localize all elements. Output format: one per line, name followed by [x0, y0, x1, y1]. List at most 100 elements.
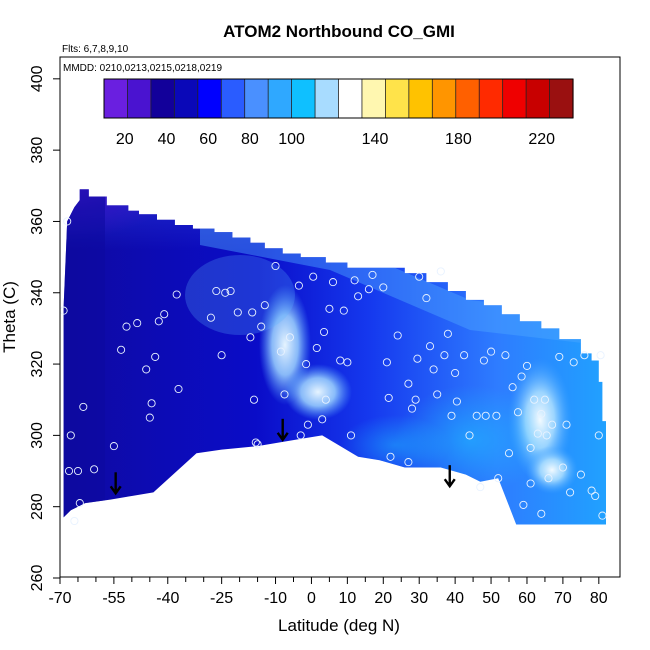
- flight-point: [328, 278, 338, 287]
- colorbar-segment: [268, 79, 293, 118]
- flight-point: [63, 217, 72, 226]
- down-arrow: [109, 472, 122, 496]
- colorbar-tick-label: 180: [445, 131, 472, 148]
- flight-point: [312, 343, 321, 353]
- colorbar-tick-label: 140: [362, 131, 389, 148]
- flight-point: [472, 411, 481, 420]
- colorbar-tick-label: 80: [241, 131, 259, 148]
- colorbar-segment: [502, 79, 527, 118]
- flight-point: [339, 306, 348, 315]
- flight-point: [452, 397, 461, 406]
- colorbar-tick-label: 100: [278, 131, 305, 148]
- flight-point: [251, 438, 260, 447]
- flight-point: [433, 390, 442, 399]
- colorbar-segment: [361, 79, 386, 118]
- flight-point: [142, 365, 151, 374]
- flight-point: [172, 290, 181, 299]
- flight-point: [79, 402, 88, 411]
- colorbar-tick-label: 60: [199, 131, 217, 148]
- flight-point: [154, 317, 163, 326]
- flight-point: [513, 408, 523, 417]
- flight-point: [285, 333, 294, 342]
- flight-point: [321, 395, 330, 404]
- flight-point: [429, 365, 438, 374]
- flight-point: [569, 358, 578, 367]
- y-tick-label: 400: [29, 65, 46, 92]
- y-tick-label: 340: [29, 279, 46, 306]
- flight-point: [594, 431, 603, 440]
- flight-point: [425, 342, 435, 351]
- flight-point: [411, 395, 420, 404]
- flight-point: [517, 372, 526, 381]
- flight-point: [145, 413, 154, 422]
- flight-point: [558, 463, 567, 472]
- colorbar-segment: [174, 79, 199, 118]
- flight-point: [217, 351, 226, 360]
- flight-point: [566, 488, 575, 497]
- chart-title: ATOM2 Northbound CO_GMI: [223, 22, 455, 41]
- flight-point: [519, 500, 528, 509]
- flight-point: [174, 384, 183, 394]
- flight-point: [404, 379, 413, 388]
- flight-point: [147, 399, 156, 408]
- flight-point: [492, 411, 501, 420]
- colorbar-segment: [150, 79, 175, 118]
- flight-point: [413, 354, 422, 363]
- down-arrow: [443, 465, 456, 489]
- y-axis-label: Theta (C): [0, 281, 19, 353]
- flight-point: [346, 431, 356, 440]
- x-tick-label: 80: [590, 590, 608, 607]
- colorbar-segment: [291, 79, 316, 118]
- y-tick-label: 260: [29, 565, 46, 592]
- flight-point: [271, 261, 280, 271]
- x-tick-label: -70: [48, 590, 71, 607]
- y-axis: 260 280 300 320 340 360 380 400: [29, 65, 60, 591]
- y-tick-label: 380: [29, 137, 46, 164]
- colorbar-segment: [549, 79, 574, 118]
- flight-point: [526, 479, 535, 488]
- x-tick-label: -40: [156, 590, 179, 607]
- flight-point: [70, 516, 79, 526]
- flight-point: [302, 360, 311, 369]
- flight-point: [260, 301, 269, 310]
- colorbar-segment: [315, 79, 340, 118]
- x-tick-label: 0: [307, 590, 316, 607]
- flight-point: [368, 270, 377, 279]
- flight-point: [117, 345, 126, 354]
- flight-point: [379, 283, 388, 292]
- x-tick-label: 50: [482, 590, 500, 607]
- flight-point: [542, 431, 551, 440]
- flight-point: [544, 474, 553, 483]
- flight-point: [447, 411, 456, 420]
- flight-point: [598, 511, 607, 520]
- flight-point: [64, 466, 74, 476]
- flight-point: [249, 395, 259, 404]
- flight-point: [276, 347, 285, 356]
- y-tick-label: 280: [29, 493, 46, 520]
- flight-point: [404, 458, 413, 467]
- flight-point: [422, 294, 431, 303]
- colorbar-segment: [244, 79, 269, 118]
- flight-point: [386, 452, 395, 461]
- flight-point: [319, 327, 329, 337]
- flight-point: [221, 288, 230, 297]
- flight-point: [354, 292, 363, 301]
- colorbar-segment: [338, 79, 363, 118]
- plot-frame: [59, 56, 621, 578]
- flight-point: [533, 429, 542, 438]
- colorbar-ticks: 20 40 60 80 100 140 180 220: [116, 131, 555, 148]
- flight-point: [109, 442, 118, 451]
- flight-point: [212, 286, 221, 296]
- flight-point: [343, 358, 352, 367]
- flight-point: [350, 276, 359, 285]
- flight-point: [562, 420, 571, 429]
- flight-point: [318, 415, 327, 424]
- flight-point: [364, 285, 373, 294]
- flight-point: [233, 308, 242, 317]
- flight-point: [325, 304, 334, 313]
- flight-point: [309, 272, 318, 281]
- dates-annotation: MMDD: 0210,0213,0215,0218,0219: [63, 63, 222, 74]
- x-axis-label: Latitude (deg N): [278, 616, 400, 635]
- y-tick-label: 360: [29, 208, 46, 235]
